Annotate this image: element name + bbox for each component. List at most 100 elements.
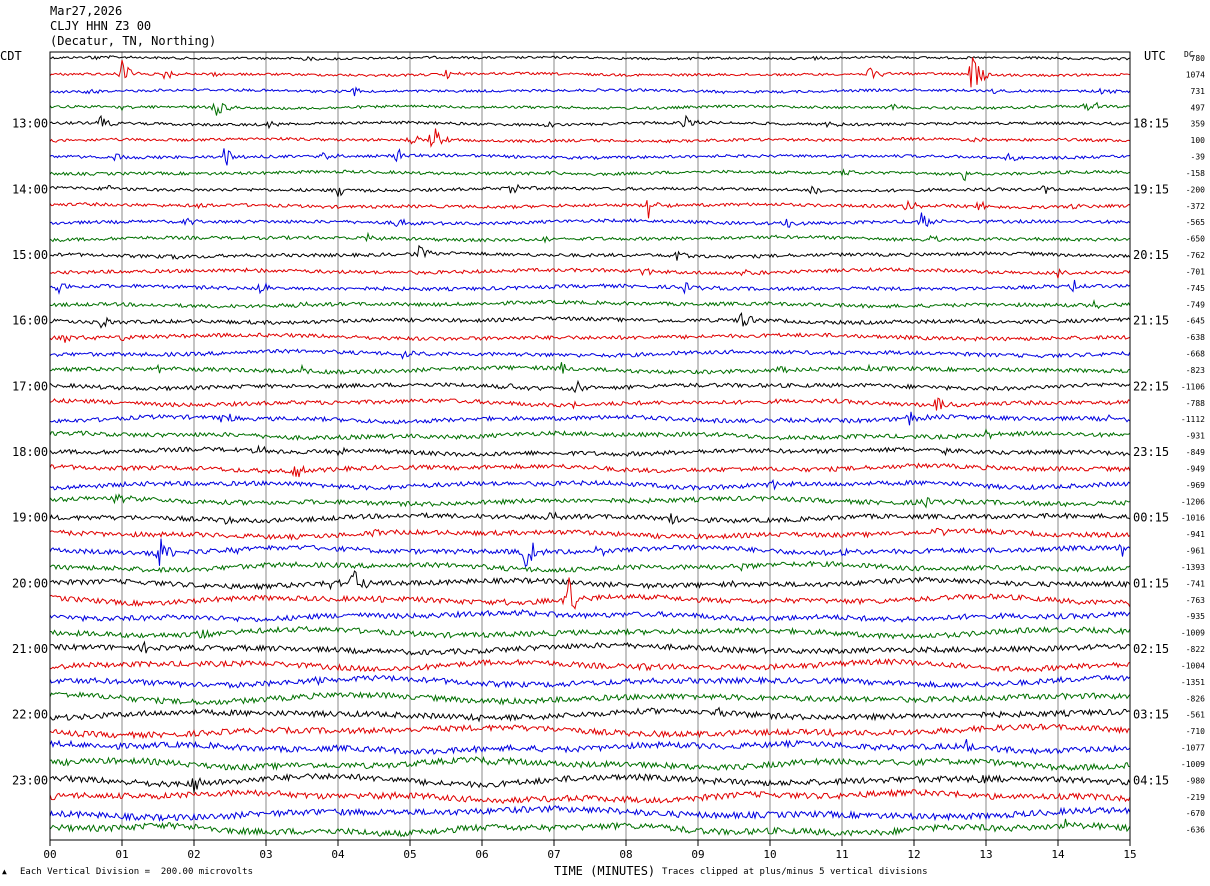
trace-row-21 [49,397,1131,411]
x-tick-label-09: 09 [691,848,704,861]
dc-offset-label: -561 [1186,711,1205,720]
trace-row-0 [50,55,1131,62]
dc-offset-label: -200 [1186,185,1205,194]
x-tick-label-06: 06 [475,848,488,861]
dc-offset-label: -670 [1186,809,1205,818]
dc-offset-label: -39 [1191,153,1206,162]
trace-row-31 [49,560,1131,574]
trace-row-40 [49,706,1131,723]
dc-offset-label: -788 [1186,399,1205,408]
dc-offset-label: 1074 [1186,70,1205,79]
x-tick-labels: 00 01 02 03 04 05 06 07 08 09 10 11 12 13 14 15 [43,840,1137,861]
dc-offset-label: -763 [1186,596,1205,605]
trace-row-30 [49,538,1131,568]
right-time-labels: 18:15 19:15 20:15 21:15 22:15 23:15 00:15 01:15… [1133,117,1169,788]
left-time-label: 14:00 [12,182,48,196]
trace-row-25 [49,462,1131,478]
trace-row-22 [49,411,1131,426]
left-time-label: 15:00 [12,248,48,262]
trace-row-45 [49,788,1131,805]
right-time-label: 19:15 [1133,182,1169,196]
trace-row-32 [49,570,1131,591]
dc-offset-label: -638 [1186,333,1205,342]
trace-row-34 [49,608,1131,623]
x-tick-label-01: 01 [115,848,128,861]
dc-offset-label: -701 [1186,267,1205,276]
trace-row-24 [49,444,1131,458]
dc-offset-label: -1106 [1181,382,1205,391]
right-time-label: 23:15 [1133,445,1169,459]
dc-offset-label: -980 [1186,776,1205,785]
dc-offset-label: -565 [1186,218,1205,227]
left-time-label: 18:00 [12,445,48,459]
dc-offset-label: -745 [1186,284,1205,293]
dc-offset-label: -826 [1186,694,1205,703]
dc-label: DC [1184,50,1194,59]
trace-row-38 [49,674,1131,689]
dc-offset-label: -1004 [1181,661,1205,670]
trace-row-3 [49,101,1131,116]
dc-offset-label: -636 [1186,826,1205,835]
minute-gridlines [121,52,1059,840]
right-time-label: 04:15 [1133,773,1169,787]
trace-row-11 [49,231,1131,244]
x-tick-label-14: 14 [1051,848,1065,861]
x-tick-label-08: 08 [619,848,632,861]
trace-row-15 [49,299,1131,310]
scale-note: Each Vertical Division = 200.00 microvol… [20,867,253,877]
right-zone-label: UTC [1144,49,1166,63]
dc-offset-label: -650 [1186,235,1205,244]
dc-offset-label: -949 [1186,464,1205,473]
dc-offset-label: -158 [1186,169,1205,178]
dc-offset-label: 780 [1191,54,1206,63]
trace-row-13 [49,267,1131,279]
x-tick-label-05: 05 [403,848,416,861]
right-time-label: 02:15 [1133,642,1169,656]
right-time-label: 20:15 [1133,248,1169,262]
seismic-traces [49,55,1131,838]
dc-offset-label: -849 [1186,448,1205,457]
dc-offset-label: -710 [1186,727,1205,736]
trace-row-33 [49,577,1131,610]
trace-row-12 [49,244,1131,261]
dc-offset-label: -762 [1186,251,1205,260]
left-zone-label: CDT [0,49,22,63]
left-time-label: 13:00 [12,117,48,131]
dc-offset-label: -645 [1186,317,1205,326]
dc-offset-label: -219 [1186,793,1205,802]
dc-offset-label: -1351 [1181,678,1205,687]
trace-row-20 [49,379,1131,394]
trace-row-36 [49,640,1131,656]
trace-row-39 [49,691,1131,706]
left-time-label: 17:00 [12,379,48,393]
left-time-label: 20:00 [12,576,48,590]
trace-row-47 [49,818,1131,838]
trace-row-18 [49,348,1131,360]
trace-row-23 [49,428,1131,441]
trace-row-43 [49,756,1131,772]
dc-offset-label: 731 [1191,87,1206,96]
trace-row-37 [49,658,1131,673]
x-tick-label-07: 07 [547,848,560,861]
dc-offset-label: 100 [1191,136,1206,145]
dc-offset-label: -1009 [1181,629,1205,638]
dc-offset-label: -935 [1186,612,1205,621]
header-station: CLJY HHN Z3 00 [50,19,152,33]
trace-row-9 [49,199,1131,219]
trace-row-8 [49,183,1131,197]
trace-row-1 [49,57,1131,88]
dc-offset-label: 359 [1191,120,1206,129]
x-tick-label-12: 12 [907,848,920,861]
trace-row-42 [49,739,1131,755]
trace-row-27 [49,493,1131,509]
trace-row-2 [49,86,1131,97]
x-tick-label-13: 13 [979,848,992,861]
right-time-label: 18:15 [1133,117,1169,131]
dc-offset-label: -823 [1186,366,1205,375]
trace-row-19 [49,362,1131,375]
left-time-label: 23:00 [12,773,48,787]
left-time-label: 21:00 [12,642,48,656]
trace-row-46 [49,804,1131,823]
trace-row-4 [49,114,1131,130]
